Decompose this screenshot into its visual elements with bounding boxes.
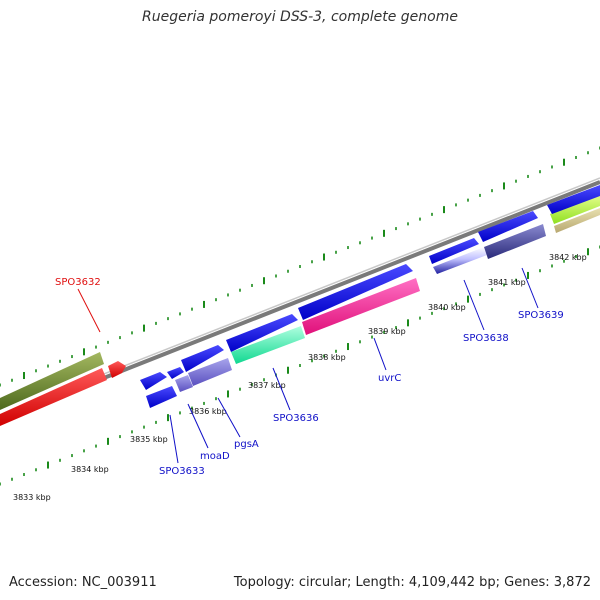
- gene-labels: SPO3632 SPO3633 moaD pgsA SPO3636 uvrC S…: [55, 277, 564, 477]
- leader-spo3633: [169, 414, 179, 464]
- olive-feature: [0, 352, 104, 410]
- forward-gene-ring: [140, 185, 600, 408]
- mint-feature: [231, 326, 305, 364]
- map-title: Ruegeria pomeroyi DSS-3, complete genome: [142, 9, 458, 25]
- gene-label-uvrc: uvrC: [378, 373, 401, 384]
- inner-tick-row: [0, 245, 600, 486]
- accession-label: Accession: NC_003911: [9, 575, 157, 590]
- gene-arrow-pgsa: [167, 367, 184, 379]
- gene-arrow-spo3633: [146, 386, 177, 408]
- gene-label-moad: moaD: [200, 451, 230, 462]
- leader-uvrc: [373, 337, 387, 371]
- pink-feature: [302, 278, 420, 335]
- gene-label-spo3632: SPO3632: [55, 277, 101, 288]
- ruler-label: 3836 kbp: [189, 407, 227, 416]
- ruler-labels: 3833 kbp 3834 kbp 3835 kbp 3836 kbp 3837…: [13, 253, 587, 502]
- ruler-label: 3840 kbp: [428, 303, 466, 312]
- ruler-label: 3835 kbp: [130, 435, 168, 444]
- ruler-label: 3842 kbp: [549, 253, 587, 262]
- gene-arrow-spo3639: [478, 211, 538, 242]
- feature-ring: [0, 194, 600, 426]
- gene-arrow-3635: [181, 345, 224, 372]
- gene-label-spo3639: SPO3639: [518, 310, 564, 321]
- ruler-label: 3837 kbp: [248, 381, 286, 390]
- lime-feature: [550, 194, 600, 224]
- tan-feature: [554, 208, 600, 233]
- gene-arrow-spo3638: [429, 238, 479, 264]
- ruler-label: 3838 kbp: [308, 353, 346, 362]
- leader-spo3632: [77, 288, 101, 333]
- ruler-label: 3834 kbp: [71, 465, 109, 474]
- red-feature-arrow: [108, 361, 126, 378]
- gene-arrow-3636: [226, 314, 298, 352]
- gene-label-spo3633: SPO3633: [159, 466, 205, 477]
- leader-pgsa: [217, 397, 241, 438]
- label-leaders: [77, 267, 539, 464]
- striped-feature: [433, 247, 487, 274]
- gene-label-spo3638: SPO3638: [463, 333, 509, 344]
- gene-arrow-uvrc: [298, 264, 413, 320]
- gene-label-spo3636: SPO3636: [273, 413, 319, 424]
- lavender-feature-2: [188, 358, 232, 386]
- lavender-feature-1: [175, 375, 193, 392]
- navy-feature: [484, 224, 546, 259]
- genome-summary: Topology: circular; Length: 4,109,442 bp…: [233, 575, 591, 590]
- gene-arrow-3640: [547, 185, 600, 214]
- ruler-label: 3839 kbp: [368, 327, 406, 336]
- outer-tick-row: [0, 146, 600, 387]
- leader-spo3636: [272, 367, 291, 411]
- gene-label-pgsa: pgsA: [234, 439, 259, 450]
- red-feature: [0, 368, 107, 426]
- ruler-label: 3841 kbp: [488, 278, 526, 287]
- leader-moad: [187, 403, 209, 449]
- leader-spo3639: [521, 267, 539, 309]
- gene-arrow-moad: [140, 372, 167, 390]
- ruler-label: 3833 kbp: [13, 493, 51, 502]
- leader-spo3638: [463, 279, 485, 331]
